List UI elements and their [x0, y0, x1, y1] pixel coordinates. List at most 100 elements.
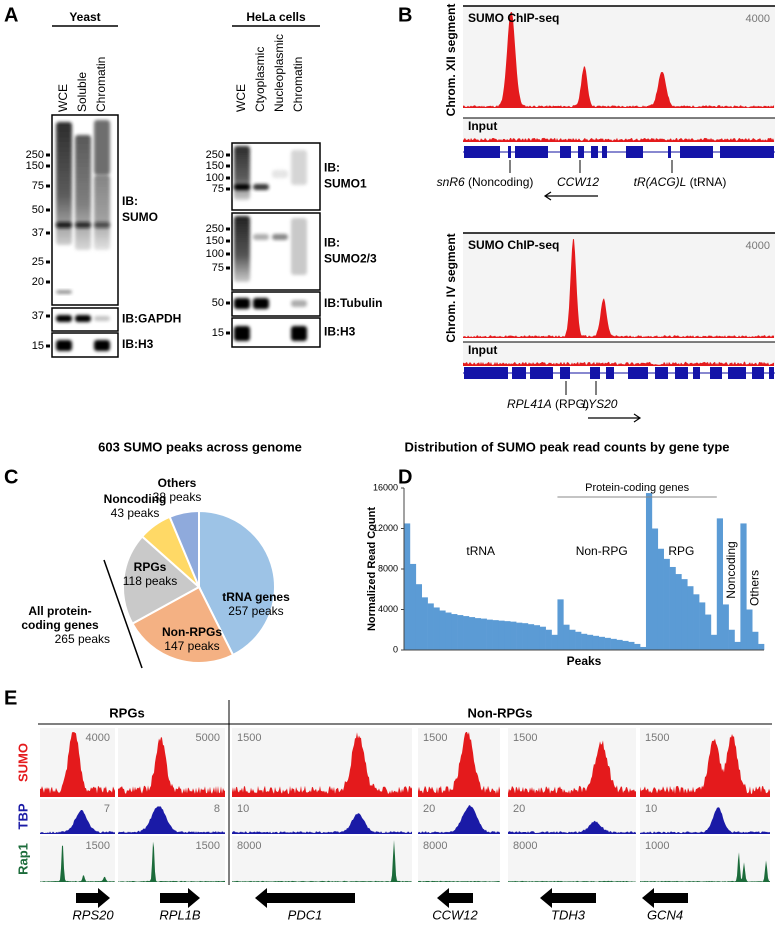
input-label: Input — [468, 119, 497, 133]
bar — [480, 618, 487, 650]
track-scale: 5000 — [196, 732, 220, 744]
gene-name: RPS20 — [72, 907, 114, 922]
bar — [533, 625, 541, 650]
gene-block — [720, 146, 774, 158]
gene-name: TDH3 — [551, 907, 586, 922]
gene-block — [680, 146, 713, 158]
track-signal — [508, 820, 636, 834]
bar — [557, 599, 564, 650]
track-bg — [508, 836, 636, 882]
track-scale: 4000 — [86, 732, 110, 744]
band — [253, 298, 269, 309]
lane-label: WCE — [234, 84, 248, 112]
marker-label: 250 — [26, 149, 44, 161]
band — [94, 340, 110, 351]
bar — [421, 597, 428, 650]
marker-tick — [226, 176, 230, 180]
panel-letter: E — [4, 687, 17, 709]
track-bg — [508, 799, 636, 834]
bar — [445, 612, 452, 650]
bar — [752, 631, 759, 650]
marker-tick — [226, 301, 230, 305]
ib-label: IB: — [324, 236, 340, 250]
track-scale: 8 — [214, 803, 220, 815]
band — [234, 216, 250, 282]
marker-tick — [226, 164, 230, 168]
ib-label: IB:GAPDH — [122, 312, 181, 326]
y-tick-label: 0 — [393, 644, 398, 654]
bar — [427, 603, 434, 650]
track-scale: 10 — [237, 803, 249, 815]
bar — [468, 617, 476, 650]
gene-arrow — [160, 888, 200, 908]
bar — [657, 548, 664, 650]
gene-block — [515, 146, 548, 158]
band — [253, 234, 269, 240]
bar — [610, 638, 617, 650]
chart-title: Distribution of SUMO peak read counts by… — [404, 439, 729, 454]
segment-label: Chrom. XII segment — [444, 4, 458, 117]
lane-label: WCE — [56, 84, 70, 112]
band — [234, 184, 250, 190]
track-bg — [463, 118, 775, 142]
direction-arrow — [588, 413, 642, 423]
marker-label: 100 — [206, 172, 224, 184]
gene-note: (RPG) — [552, 397, 589, 411]
marker-label: 75 — [212, 262, 224, 274]
gene-name: PDC1 — [288, 907, 323, 922]
marker-tick — [46, 184, 50, 188]
bar — [663, 558, 670, 650]
track-scale: 20 — [513, 803, 525, 815]
marker-tick — [226, 239, 230, 243]
gene-block — [675, 367, 688, 379]
bar — [592, 635, 600, 650]
bar — [681, 579, 688, 650]
gene-name: tR(ACG)L — [634, 175, 687, 189]
bar — [604, 637, 611, 650]
band — [234, 326, 250, 341]
gene-block — [728, 367, 746, 379]
marker-label: 20 — [32, 276, 44, 288]
pie-slice — [198, 509, 276, 657]
ib-label: IB:Tubulin — [324, 296, 382, 310]
track-signal — [508, 740, 636, 797]
bar — [728, 629, 735, 650]
slice-category: Noncoding — [104, 492, 167, 506]
bar — [758, 643, 765, 650]
marker-tick — [226, 252, 230, 256]
band — [272, 234, 288, 240]
marker-label: 250 — [206, 149, 224, 161]
track-scale: 1000 — [645, 840, 669, 852]
blot-group-title: Yeast — [69, 10, 100, 24]
panel-letter: B — [398, 4, 412, 26]
slice-category: Non-RPGs — [162, 625, 222, 639]
track-scale: 1500 — [237, 732, 261, 744]
band — [234, 146, 250, 200]
gene-block — [602, 146, 607, 158]
bar — [640, 646, 647, 650]
lane-label: Chromatin — [94, 57, 108, 112]
bar — [433, 607, 440, 650]
direction-arrow — [543, 191, 598, 201]
ib-label: SUMO — [122, 210, 158, 224]
bar — [651, 528, 659, 650]
gene-block — [530, 367, 553, 379]
band — [94, 222, 110, 228]
track-bg — [232, 799, 412, 834]
gene-note: (Noncoding) — [465, 175, 534, 189]
track-scale: 20 — [423, 803, 435, 815]
gene-note: (tRNA) — [686, 175, 726, 189]
track-scale: 1500 — [513, 732, 537, 744]
bar — [451, 614, 458, 650]
track-title: SUMO ChIP-seq — [468, 11, 559, 25]
track-bg — [232, 728, 412, 797]
bar — [415, 584, 423, 650]
gene-block — [655, 367, 668, 379]
bar — [687, 586, 694, 650]
band — [291, 218, 307, 275]
panel-letter: A — [4, 4, 18, 26]
track-scale: 4000 — [746, 240, 770, 252]
track-scale: 8000 — [513, 840, 537, 852]
y-tick-label: 12000 — [373, 523, 398, 533]
lane-label: Soluble — [75, 72, 89, 112]
